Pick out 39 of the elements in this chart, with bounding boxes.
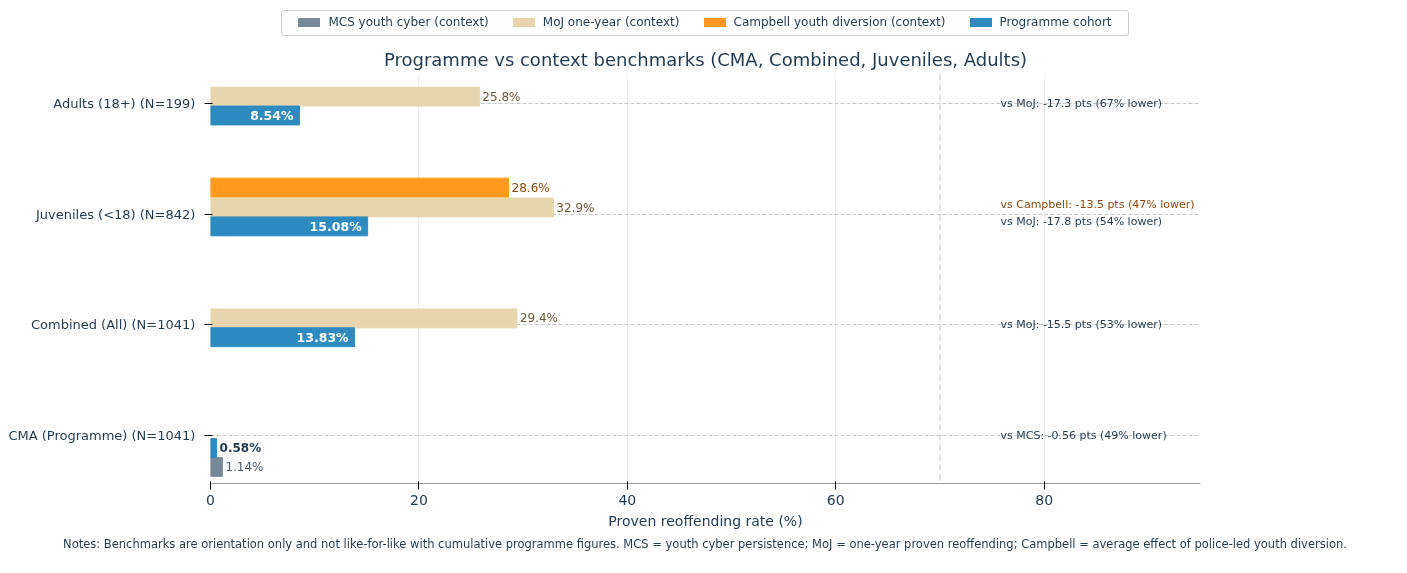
- bar: [210, 197, 554, 218]
- x-tick-label: 40: [618, 491, 637, 508]
- legend-label: MoJ one-year (context): [542, 14, 680, 31]
- y-tick-label: Adults (18+) (N=199): [53, 96, 196, 112]
- legend-label: Programme cohort: [999, 14, 1112, 31]
- x-tick-label: 0: [206, 491, 215, 508]
- data-label: 28.6%: [511, 180, 550, 195]
- bar: [210, 177, 510, 198]
- legend-label: MCS youth cyber (context): [328, 14, 489, 31]
- y-tick-label: Juveniles (<18) (N=842): [34, 206, 196, 222]
- data-label: 25.8%: [482, 89, 521, 104]
- bar: [210, 216, 369, 237]
- data-label: 15.08%: [309, 219, 363, 235]
- data-label: 8.54%: [250, 108, 294, 124]
- bar: [210, 105, 300, 126]
- x-tick-label: 60: [826, 491, 845, 508]
- bar: [210, 327, 356, 348]
- y-tick-label: Combined (All) (N=1041): [30, 317, 196, 333]
- annotation: vs MCS: -0.56 pts (49% lower): [1000, 429, 1167, 443]
- bar: [210, 457, 223, 477]
- y-tick-label: CMA (Programme) (N=1041): [8, 428, 196, 444]
- annotation: vs MoJ: -15.5 pts (53% lower): [1000, 318, 1162, 332]
- x-axis-title: Proven reoffending rate (%): [608, 512, 803, 529]
- x-tick-label: 80: [1035, 491, 1054, 508]
- annotation: vs MoJ: -17.3 pts (67% lower): [1000, 97, 1162, 111]
- data-label: 1.14%: [225, 460, 264, 475]
- data-label: 32.9%: [556, 200, 595, 215]
- bar: [210, 86, 480, 107]
- x-tick-label: 20: [410, 491, 428, 508]
- data-label: 29.4%: [519, 311, 558, 326]
- legend-label: Campbell youth diversion (context): [733, 14, 946, 31]
- data-label: 13.83%: [296, 329, 350, 345]
- chart-title: Programme vs context benchmarks (CMA, Combined, Juveniles, Adults): [383, 48, 1028, 70]
- annotation: vs MoJ: -17.8 pts (54% lower): [1000, 215, 1162, 229]
- bar: [210, 438, 218, 459]
- text: Notes: Benchmarks are orientation only and not like-for-like with cumulative programme figures. MCS = youth cyber persistence; MoJ = one-year proven reoffending; Campbell = average effect of police-led youth diversion.: [63, 536, 1347, 553]
- bar: [210, 308, 518, 329]
- data-label: 0.58%: [219, 441, 262, 456]
- annotation: vs Campbell: -13.5 pts (47% lower): [1000, 197, 1195, 211]
